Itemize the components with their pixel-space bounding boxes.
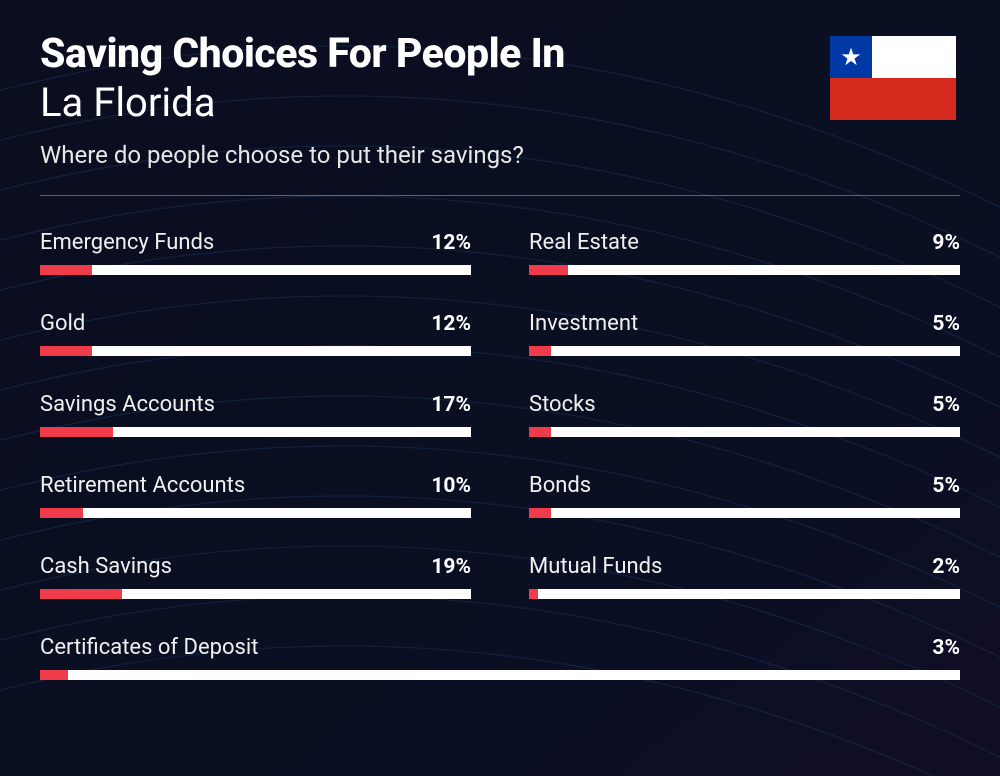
bar-item: Certificates of Deposit 3% bbox=[40, 635, 960, 680]
bar-track bbox=[40, 508, 471, 518]
page-title: Saving Choices For People In bbox=[40, 32, 830, 77]
bar-track bbox=[40, 346, 471, 356]
bar-item-value: 12% bbox=[431, 312, 471, 336]
bar-item-label: Bonds bbox=[529, 473, 591, 498]
bar-item-label: Stocks bbox=[529, 392, 596, 417]
bar-track bbox=[529, 346, 960, 356]
bar-item-head: Mutual Funds 2% bbox=[529, 554, 960, 579]
bar-item: Mutual Funds 2% bbox=[529, 554, 960, 599]
bar-fill bbox=[529, 427, 551, 437]
bar-item-head: Real Estate 9% bbox=[529, 230, 960, 255]
bars-grid: Emergency Funds 12% Real Estate 9% Gold 12% In… bbox=[40, 230, 960, 680]
bar-track bbox=[40, 589, 471, 599]
bar-item-label: Certificates of Deposit bbox=[40, 635, 258, 660]
title-location: La Florida bbox=[40, 79, 830, 127]
svg-text:★: ★ bbox=[840, 43, 862, 71]
bar-item-label: Cash Savings bbox=[40, 554, 172, 579]
bar-item-label: Emergency Funds bbox=[40, 230, 214, 255]
bar-item-value: 12% bbox=[431, 231, 471, 255]
bar-track bbox=[529, 589, 960, 599]
bar-fill bbox=[40, 508, 83, 518]
bar-item: Real Estate 9% bbox=[529, 230, 960, 275]
bar-item-value: 19% bbox=[431, 555, 471, 579]
bar-item-value: 5% bbox=[932, 393, 960, 417]
bar-track bbox=[529, 265, 960, 275]
bar-item: Cash Savings 19% bbox=[40, 554, 471, 599]
bar-item-value: 9% bbox=[932, 231, 960, 255]
bar-track bbox=[529, 508, 960, 518]
bar-fill bbox=[40, 427, 113, 437]
bar-item-label: Mutual Funds bbox=[529, 554, 662, 579]
subtitle: Where do people choose to put their savi… bbox=[40, 141, 830, 169]
bar-item-head: Bonds 5% bbox=[529, 473, 960, 498]
bar-item-value: 5% bbox=[932, 312, 960, 336]
bar-item-head: Retirement Accounts 10% bbox=[40, 473, 471, 498]
bar-item-value: 17% bbox=[431, 393, 471, 417]
bar-item-head: Certificates of Deposit 3% bbox=[40, 635, 960, 660]
bar-fill bbox=[529, 346, 551, 356]
bar-item: Bonds 5% bbox=[529, 473, 960, 518]
bar-item-head: Investment 5% bbox=[529, 311, 960, 336]
bar-fill bbox=[529, 589, 538, 599]
bar-item-label: Real Estate bbox=[529, 230, 639, 255]
bar-item-value: 2% bbox=[932, 555, 960, 579]
bar-track bbox=[529, 427, 960, 437]
bar-item-head: Savings Accounts 17% bbox=[40, 392, 471, 417]
bar-track bbox=[40, 427, 471, 437]
bar-item-label: Savings Accounts bbox=[40, 392, 215, 417]
bar-item: Stocks 5% bbox=[529, 392, 960, 437]
bar-fill bbox=[529, 508, 551, 518]
bar-item-label: Gold bbox=[40, 311, 85, 336]
bar-fill bbox=[40, 589, 122, 599]
bar-item: Savings Accounts 17% bbox=[40, 392, 471, 437]
chile-flag-icon: ★ bbox=[830, 36, 956, 120]
bar-item-value: 3% bbox=[932, 636, 960, 660]
infographic-content: Saving Choices For People In La Florida … bbox=[0, 0, 1000, 700]
bar-fill bbox=[40, 265, 92, 275]
divider bbox=[40, 195, 960, 196]
bar-track bbox=[40, 670, 960, 680]
bar-item-label: Investment bbox=[529, 311, 638, 336]
bar-item-label: Retirement Accounts bbox=[40, 473, 245, 498]
bar-item: Investment 5% bbox=[529, 311, 960, 356]
bar-item-head: Emergency Funds 12% bbox=[40, 230, 471, 255]
bar-item-head: Cash Savings 19% bbox=[40, 554, 471, 579]
bar-item-value: 10% bbox=[431, 474, 471, 498]
header-row: Saving Choices For People In La Florida … bbox=[40, 32, 960, 169]
bar-fill bbox=[529, 265, 568, 275]
bar-item: Emergency Funds 12% bbox=[40, 230, 471, 275]
bar-item: Gold 12% bbox=[40, 311, 471, 356]
bar-item-head: Gold 12% bbox=[40, 311, 471, 336]
bar-track bbox=[40, 265, 471, 275]
bar-fill bbox=[40, 346, 92, 356]
bar-item-value: 5% bbox=[932, 474, 960, 498]
title-block: Saving Choices For People In La Florida … bbox=[40, 32, 830, 169]
bar-fill bbox=[40, 670, 68, 680]
bar-item: Retirement Accounts 10% bbox=[40, 473, 471, 518]
bar-item-head: Stocks 5% bbox=[529, 392, 960, 417]
